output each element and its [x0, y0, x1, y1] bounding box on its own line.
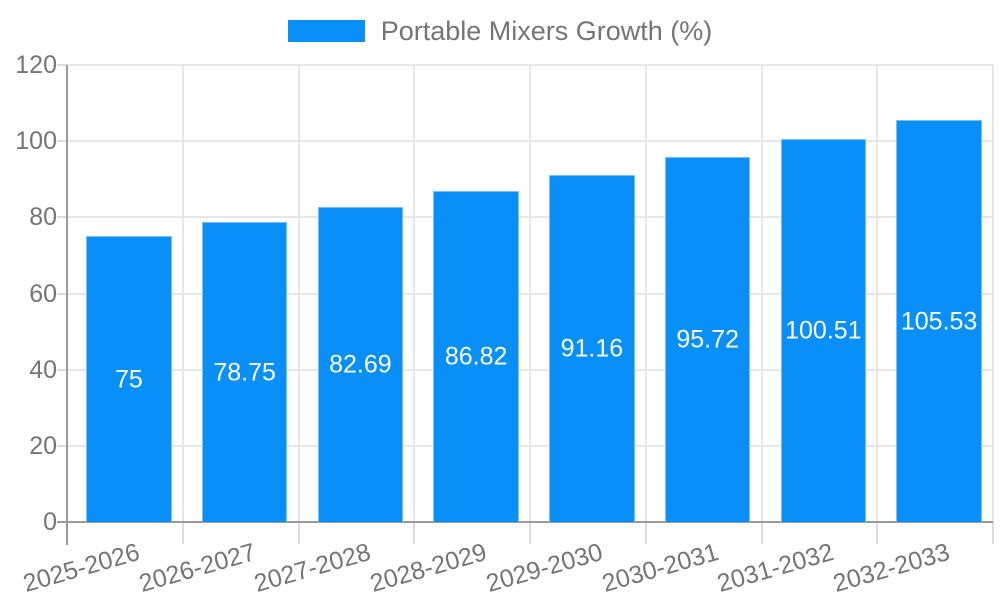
y-axis-line	[66, 65, 68, 545]
x-axis-label-anchor: 2032-2033	[830, 538, 1000, 598]
bar-value-label: 95.72	[676, 325, 739, 354]
bar[interactable]: 91.16	[549, 174, 635, 522]
bar-value-label: 91.16	[560, 334, 624, 363]
gridline-vertical	[529, 65, 531, 522]
y-axis-tick-label: 40	[29, 355, 57, 384]
y-axis-tick-label: 60	[29, 279, 57, 308]
x-axis-tick	[529, 522, 531, 544]
y-axis-tick-label: 80	[29, 203, 57, 232]
bar-value-label: 86.82	[444, 342, 508, 371]
y-axis-tick-label: 100	[15, 127, 57, 156]
gridline-vertical	[760, 65, 763, 522]
gridline-vertical	[413, 65, 416, 522]
y-axis-tick	[57, 216, 67, 219]
bar-value-label: 78.75	[213, 358, 276, 387]
x-axis-tick	[644, 522, 647, 544]
legend-item[interactable]: Portable Mixers Growth (%)	[287, 15, 713, 47]
x-axis-line	[57, 521, 993, 523]
bar-value-label: 105.53	[900, 307, 978, 336]
y-axis-tick-label: 120	[15, 51, 57, 79]
bar-value-label: 100.51	[785, 316, 862, 345]
gridline-vertical	[876, 65, 879, 522]
legend: Portable Mixers Growth (%)	[0, 16, 1000, 46]
y-axis-tick	[57, 292, 67, 295]
legend-label: Portable Mixers Growth (%)	[380, 15, 713, 46]
bar-value-label: 82.69	[329, 350, 392, 379]
y-axis-tick	[57, 444, 67, 447]
y-axis-tick-label: 20	[29, 431, 57, 460]
bar-value-label: 75	[114, 365, 143, 394]
y-axis-tick	[57, 368, 67, 371]
x-axis-tick	[413, 522, 416, 544]
bar[interactable]: 86.82	[433, 191, 519, 522]
x-axis-tick	[876, 522, 879, 544]
bar[interactable]: 100.51	[780, 139, 867, 522]
gridline-vertical	[644, 65, 647, 522]
bar[interactable]: 82.69	[317, 207, 404, 522]
gridline-vertical	[181, 65, 184, 522]
legend-color-swatch	[287, 20, 365, 42]
y-axis-tick	[57, 64, 67, 66]
x-axis-tick	[992, 522, 994, 544]
y-axis-tick	[57, 140, 67, 143]
gridline-vertical	[297, 65, 300, 522]
bar[interactable]: 75	[86, 236, 172, 522]
x-axis-tick	[181, 522, 184, 544]
y-axis-tick-label: 0	[43, 508, 57, 536]
bar[interactable]: 105.53	[896, 120, 982, 522]
bar[interactable]: 95.72	[664, 157, 751, 522]
bar[interactable]: 78.75	[201, 222, 288, 522]
x-axis-tick-label: 2025-2026	[19, 538, 143, 598]
x-axis-tick	[297, 522, 300, 544]
gridline-vertical	[992, 65, 994, 522]
x-axis-tick	[760, 522, 763, 544]
